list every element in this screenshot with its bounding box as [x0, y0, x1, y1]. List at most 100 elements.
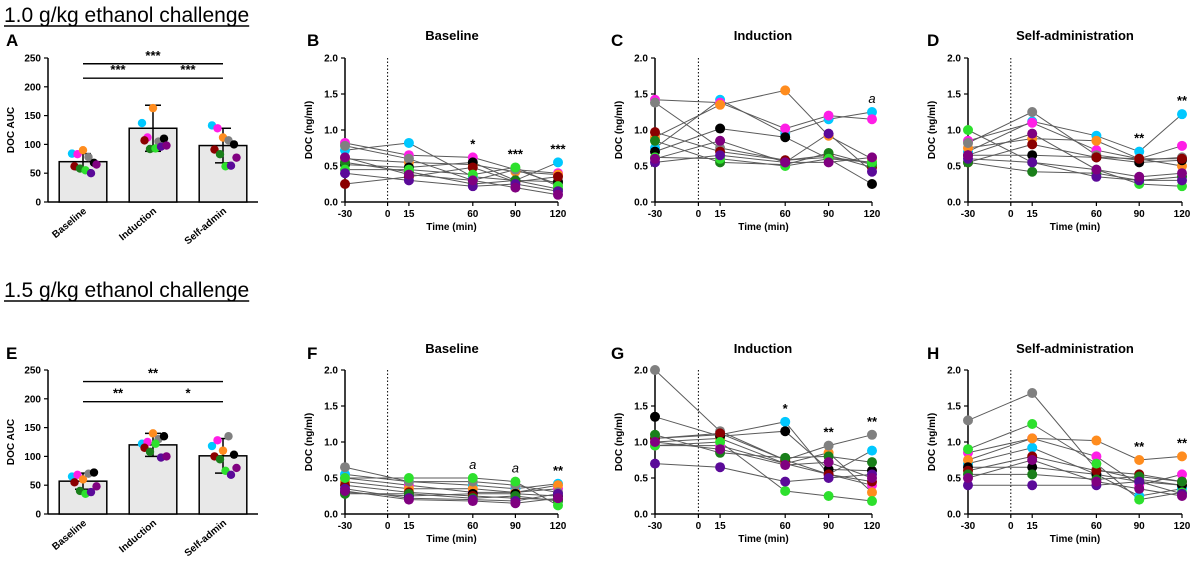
data-point	[1177, 491, 1187, 501]
data-point	[162, 141, 171, 150]
y-tick-label: 0	[35, 510, 41, 521]
data-point	[867, 496, 877, 507]
data-point	[1027, 388, 1038, 399]
data-point	[1027, 139, 1038, 150]
x-tick-label: 15	[1027, 521, 1039, 532]
y-tick-label: 2.0	[947, 54, 961, 65]
data-point	[403, 153, 414, 164]
data-point	[715, 123, 726, 134]
data-point	[867, 107, 877, 117]
y-tick-label: 1.0	[324, 438, 338, 449]
x-tick-label: 0	[696, 521, 702, 532]
x-tick-label: 15	[403, 521, 415, 532]
data-point	[1027, 462, 1038, 473]
significance-label: **	[1177, 93, 1188, 108]
data-point	[207, 441, 217, 451]
data-point	[867, 487, 877, 498]
panel-letter: F	[307, 344, 317, 363]
data-point	[340, 473, 350, 483]
panel-letter: H	[927, 344, 939, 363]
series-line	[344, 142, 559, 174]
data-point	[780, 85, 791, 96]
y-tick-label: 2.0	[324, 366, 338, 377]
y-tick-label: 0.5	[324, 474, 338, 485]
data-point	[715, 437, 726, 447]
data-point	[963, 415, 973, 426]
x-tick-label: 60	[1091, 521, 1103, 532]
significance-label: **	[148, 366, 159, 381]
data-point	[1027, 150, 1038, 161]
data-point	[1027, 433, 1038, 444]
series-line	[654, 102, 873, 163]
data-point	[1091, 451, 1102, 462]
x-axis-label: Time (min)	[738, 222, 788, 233]
data-point	[1177, 476, 1187, 487]
panel-letter: G	[611, 344, 624, 363]
significance-label: *	[185, 386, 191, 401]
data-point	[867, 445, 877, 456]
data-point	[510, 476, 521, 487]
panel-title: Baseline	[425, 28, 478, 43]
data-point	[1177, 109, 1187, 120]
x-tick-label: -30	[961, 209, 976, 220]
data-point	[1091, 164, 1102, 175]
data-point	[210, 145, 219, 154]
y-tick-label: 1.5	[324, 402, 338, 413]
y-tick-label: 100	[24, 452, 41, 463]
x-tick-label: 15	[1027, 209, 1039, 220]
x-tick-label: 60	[780, 521, 792, 532]
data-point	[650, 411, 660, 422]
x-tick-label: -30	[961, 521, 976, 532]
y-tick-label: 2.0	[324, 54, 338, 65]
data-point	[148, 429, 158, 438]
x-tick-label: Induction	[117, 206, 159, 243]
data-point	[823, 128, 834, 139]
data-point	[89, 468, 99, 477]
y-axis-label: DOC (ng/ml)	[304, 413, 315, 471]
data-point	[340, 485, 350, 496]
data-point	[215, 149, 225, 159]
panel-letter: E	[6, 344, 17, 363]
significance-label: ***	[145, 48, 161, 63]
data-point	[510, 182, 521, 193]
y-tick-label: 1.5	[947, 402, 961, 413]
data-point	[553, 157, 563, 168]
data-point	[650, 153, 660, 164]
data-point	[823, 440, 834, 451]
data-point	[867, 152, 877, 163]
data-point	[1027, 166, 1038, 177]
y-tick-label: 0.0	[324, 198, 338, 209]
panel-title: Baseline	[425, 341, 478, 356]
y-tick-label: 0.0	[947, 198, 961, 209]
data-point	[650, 127, 660, 138]
panel-title: Self-administration	[1016, 341, 1134, 356]
data-point	[403, 494, 414, 505]
data-point	[715, 462, 726, 473]
data-point	[340, 179, 350, 189]
data-point	[963, 480, 973, 491]
series-line	[967, 437, 1183, 461]
data-point	[1177, 140, 1187, 151]
data-point	[162, 452, 171, 461]
data-point	[867, 457, 877, 468]
x-tick-label: 0	[1008, 209, 1014, 220]
x-tick-label: -30	[648, 209, 663, 220]
data-point	[148, 103, 158, 113]
data-point	[226, 161, 236, 170]
data-point	[1027, 128, 1038, 139]
x-tick-label: Self-admin	[183, 206, 229, 247]
data-point	[823, 491, 834, 501]
data-point	[140, 136, 149, 145]
y-tick-label: 100	[24, 140, 41, 151]
x-tick-label: 120	[550, 521, 567, 532]
series-line	[967, 423, 1183, 501]
y-tick-label: 1.0	[634, 438, 648, 449]
series-line	[654, 369, 873, 461]
section-title: 1.0 g/kg ethanol challenge	[4, 4, 249, 27]
data-point	[1177, 153, 1187, 164]
data-point	[650, 365, 660, 375]
series-line	[654, 132, 873, 173]
series-line	[968, 481, 1183, 495]
data-point	[1177, 469, 1187, 480]
